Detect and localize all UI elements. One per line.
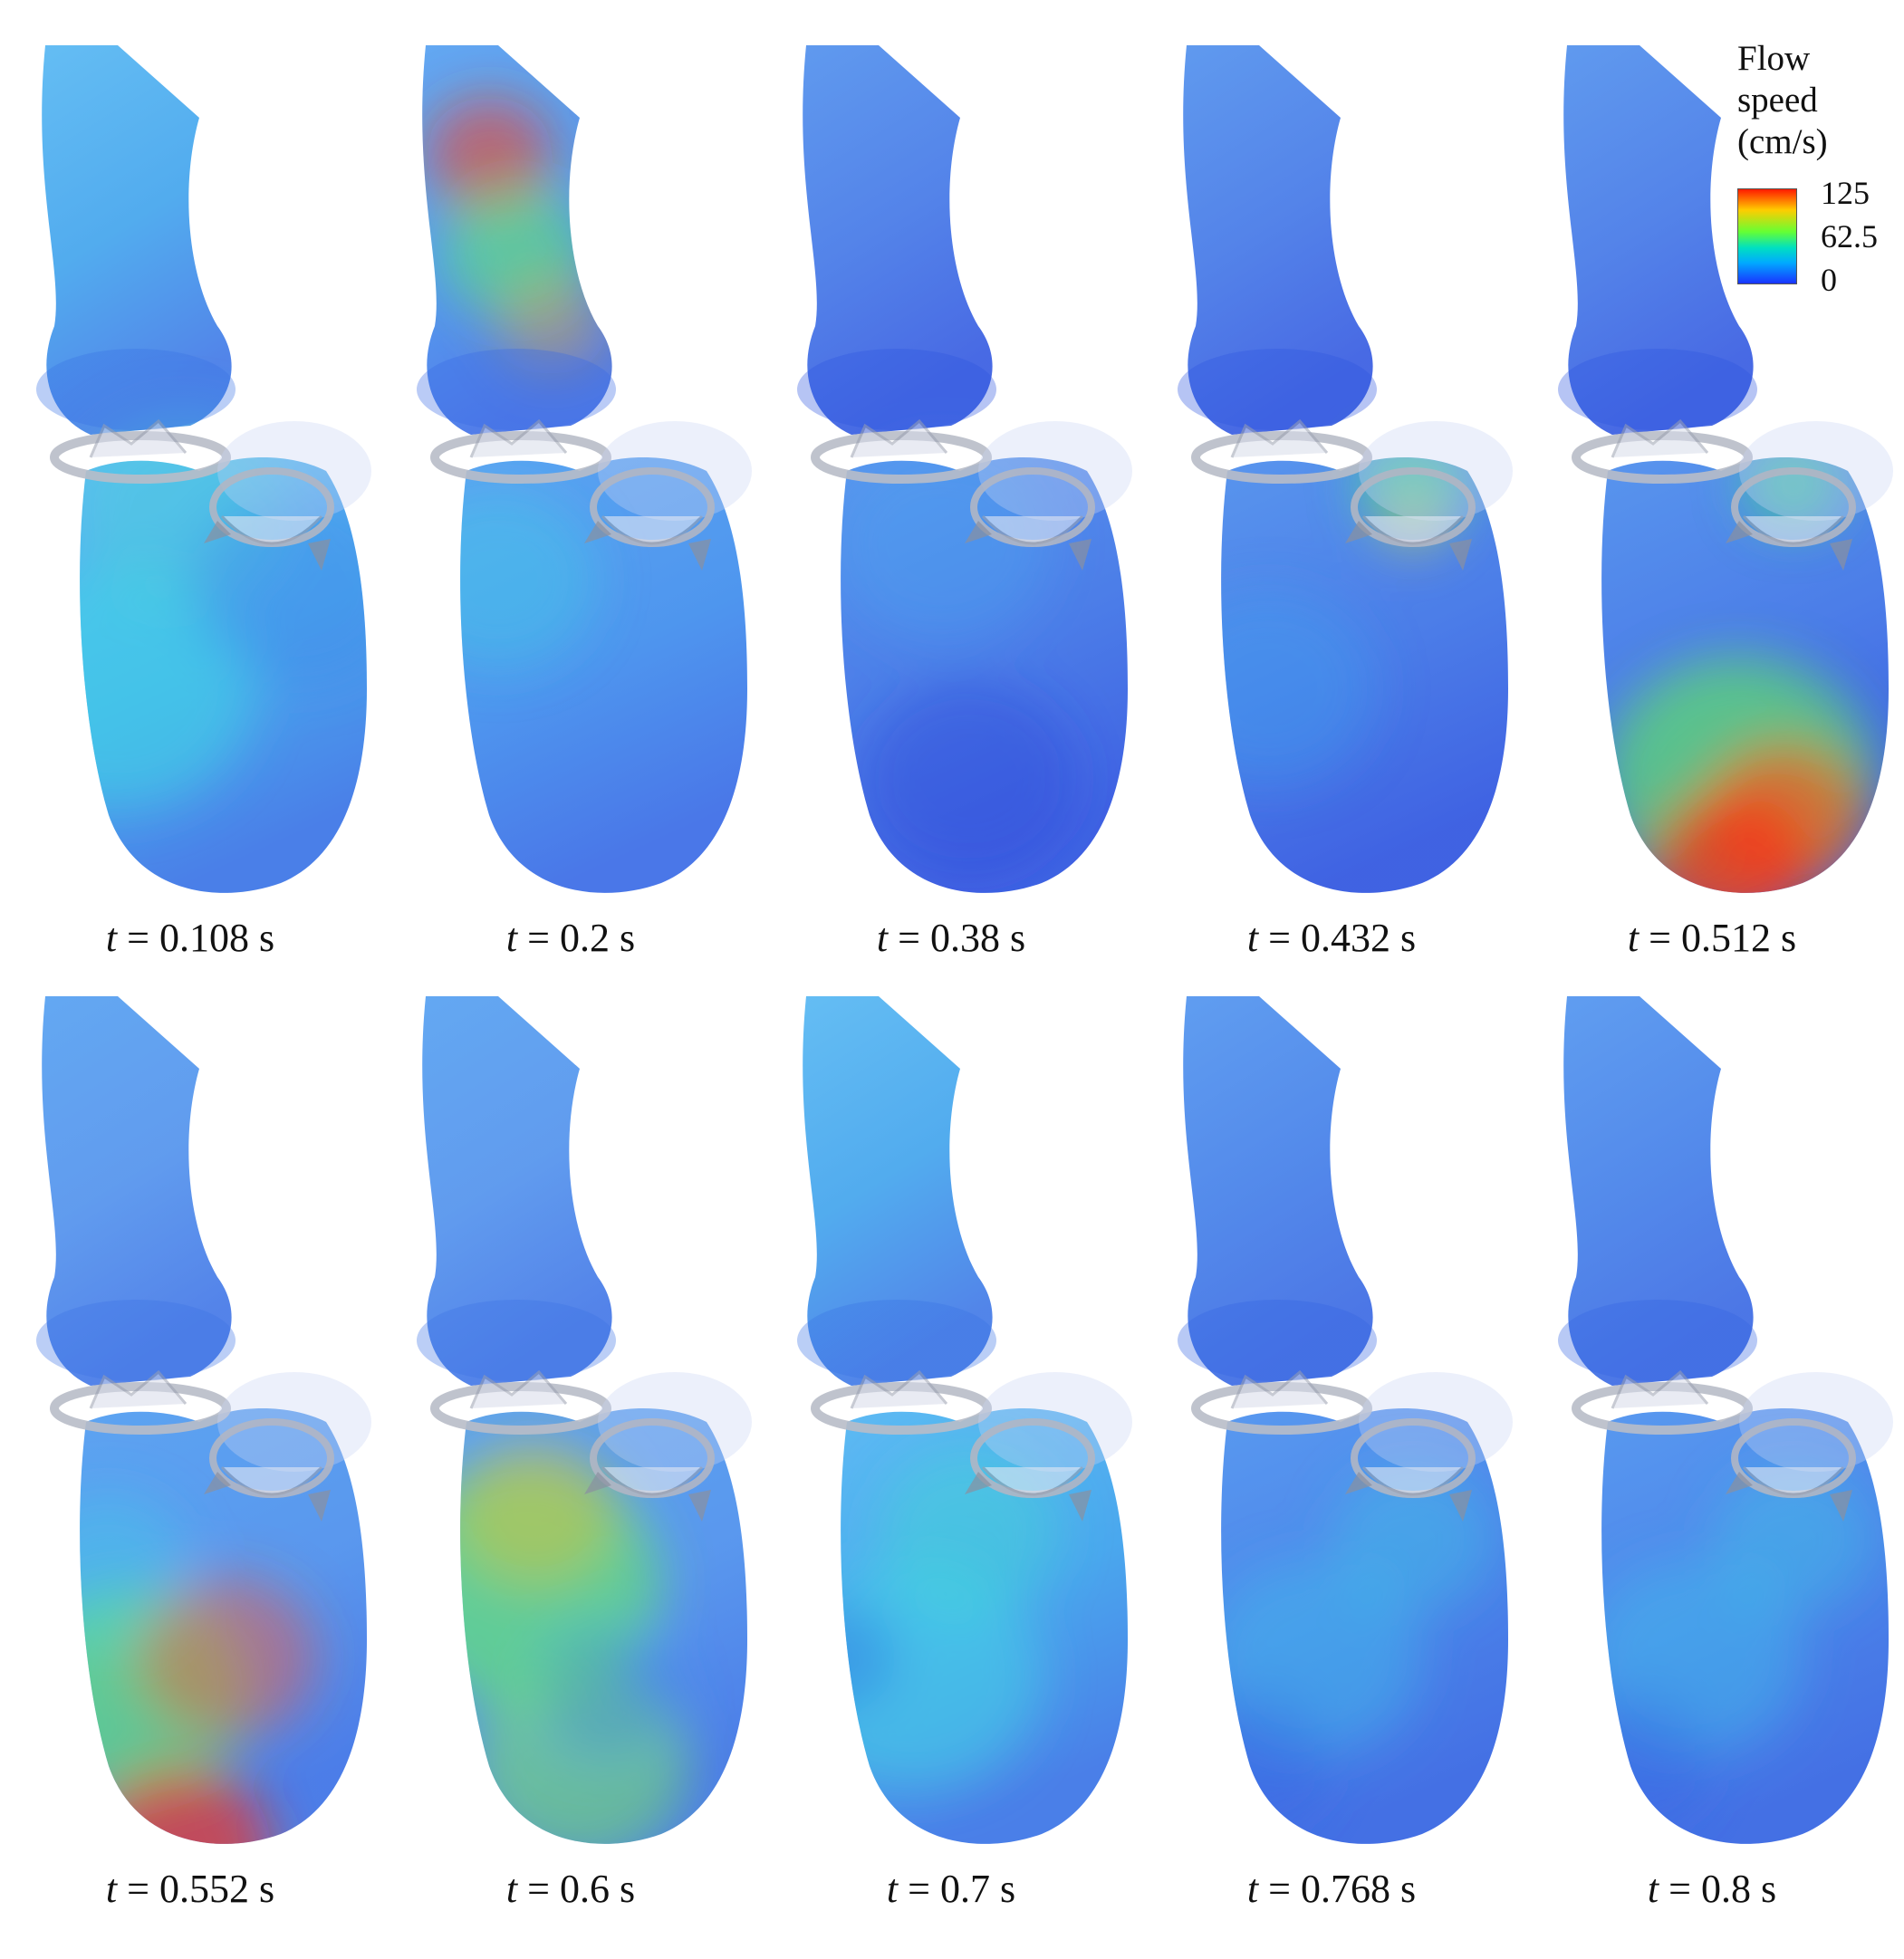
flow-panel: t = 0.768 s: [1141, 951, 1522, 1911]
time-caption: t = 0.512 s: [1522, 915, 1902, 961]
heart-flow-rendering: [1558, 996, 1893, 1844]
aortic-valve-ring: [1572, 1369, 1753, 1435]
colorbar-max-label: 125: [1821, 175, 1870, 211]
time-caption: t = 0.2 s: [380, 915, 761, 961]
time-value: = 0.2 s: [517, 916, 636, 960]
mitral-valve: [204, 1372, 371, 1522]
time-symbol: t: [1246, 1867, 1259, 1911]
time-value: = 0.432 s: [1258, 916, 1417, 960]
colorbar-gradient: [1737, 188, 1797, 284]
time-caption: t = 0.8 s: [1522, 1866, 1902, 1912]
heart-flow-rendering: [1178, 45, 1513, 893]
mitral-valve: [584, 421, 752, 571]
time-value: = 0.8 s: [1659, 1867, 1777, 1911]
time-caption: t = 0.6 s: [380, 1866, 761, 1912]
aorta-shape: [422, 996, 612, 1386]
time-caption: t = 0.38 s: [761, 915, 1141, 961]
mitral-valve: [965, 1372, 1132, 1522]
time-value: = 0.552 s: [117, 1867, 275, 1911]
aorta-shape: [42, 45, 232, 435]
aortic-valve-ring: [811, 418, 992, 484]
time-value: = 0.108 s: [117, 916, 275, 960]
flow-panel: t = 0.7 s: [761, 951, 1141, 1911]
time-caption: t = 0.108 s: [0, 915, 380, 961]
flow-panel: t = 0.512 s: [1522, 0, 1902, 960]
aorta-shape: [1563, 45, 1754, 435]
time-value: = 0.512 s: [1639, 916, 1797, 960]
colorbar-legend: Flow speed (cm/s) 125 62.5 0: [1737, 38, 1891, 298]
aorta-shape: [803, 996, 993, 1386]
time-symbol: t: [886, 1867, 899, 1911]
flow-panel: t = 0.6 s: [380, 951, 761, 1911]
heart-flow-rendering: [797, 996, 1132, 1844]
flow-panel: t = 0.8 s: [1522, 951, 1902, 1911]
time-symbol: t: [105, 1867, 118, 1911]
legend-title-line3: (cm/s): [1737, 122, 1828, 161]
aorta-shape: [1183, 45, 1373, 435]
aortic-valve-ring: [1572, 418, 1753, 484]
aorta-shape: [1183, 996, 1373, 1386]
time-caption: t = 0.7 s: [761, 1866, 1141, 1912]
heart-flow-rendering: [1178, 996, 1513, 1844]
heart-flow-rendering: [36, 996, 371, 1844]
aortic-valve-ring: [811, 1369, 992, 1435]
time-caption: t = 0.552 s: [0, 1866, 380, 1912]
time-symbol: t: [1627, 916, 1640, 960]
mitral-valve: [1726, 421, 1893, 571]
time-value: = 0.6 s: [517, 1867, 636, 1911]
aorta-shape: [42, 996, 232, 1386]
time-caption: t = 0.432 s: [1141, 915, 1522, 961]
aortic-valve-ring: [50, 1369, 231, 1435]
time-symbol: t: [876, 916, 889, 960]
mitral-valve: [1345, 1372, 1513, 1522]
aortic-valve-ring: [430, 1369, 611, 1435]
aortic-valve-ring: [430, 418, 611, 484]
time-symbol: t: [105, 916, 118, 960]
time-symbol: t: [1246, 916, 1259, 960]
mitral-valve: [204, 421, 371, 571]
aorta-shape: [1563, 996, 1754, 1386]
aorta-shape: [803, 45, 993, 435]
legend-title-line2: speed: [1737, 81, 1818, 120]
mitral-valve: [1726, 1372, 1893, 1522]
colorbar-mid-label: 62.5: [1821, 218, 1878, 254]
time-symbol: t: [505, 1867, 518, 1911]
flow-panel: t = 0.552 s: [0, 951, 380, 1911]
heart-flow-rendering: [417, 45, 752, 893]
time-value: = 0.38 s: [888, 916, 1026, 960]
time-symbol: t: [1647, 1867, 1659, 1911]
flow-panel: t = 0.108 s: [0, 0, 380, 960]
legend-title-line1: Flow: [1737, 39, 1811, 78]
mitral-valve: [965, 421, 1132, 571]
aortic-valve-ring: [1191, 418, 1372, 484]
mitral-valve: [584, 1372, 752, 1522]
flow-panel: t = 0.38 s: [761, 0, 1141, 960]
heart-flow-rendering: [797, 45, 1132, 893]
heart-flow-rendering: [36, 45, 371, 893]
colorbar-min-label: 0: [1821, 262, 1837, 298]
time-value: = 0.768 s: [1258, 1867, 1417, 1911]
flow-panel: t = 0.2 s: [380, 0, 761, 960]
aortic-valve-ring: [1191, 1369, 1372, 1435]
heart-flow-rendering: [417, 996, 752, 1844]
aortic-valve-ring: [50, 418, 231, 484]
heart-flow-rendering: [1558, 45, 1893, 893]
flow-panel: t = 0.432 s: [1141, 0, 1522, 960]
time-caption: t = 0.768 s: [1141, 1866, 1522, 1912]
time-value: = 0.7 s: [898, 1867, 1016, 1911]
mitral-valve: [1345, 421, 1513, 571]
time-symbol: t: [505, 916, 518, 960]
